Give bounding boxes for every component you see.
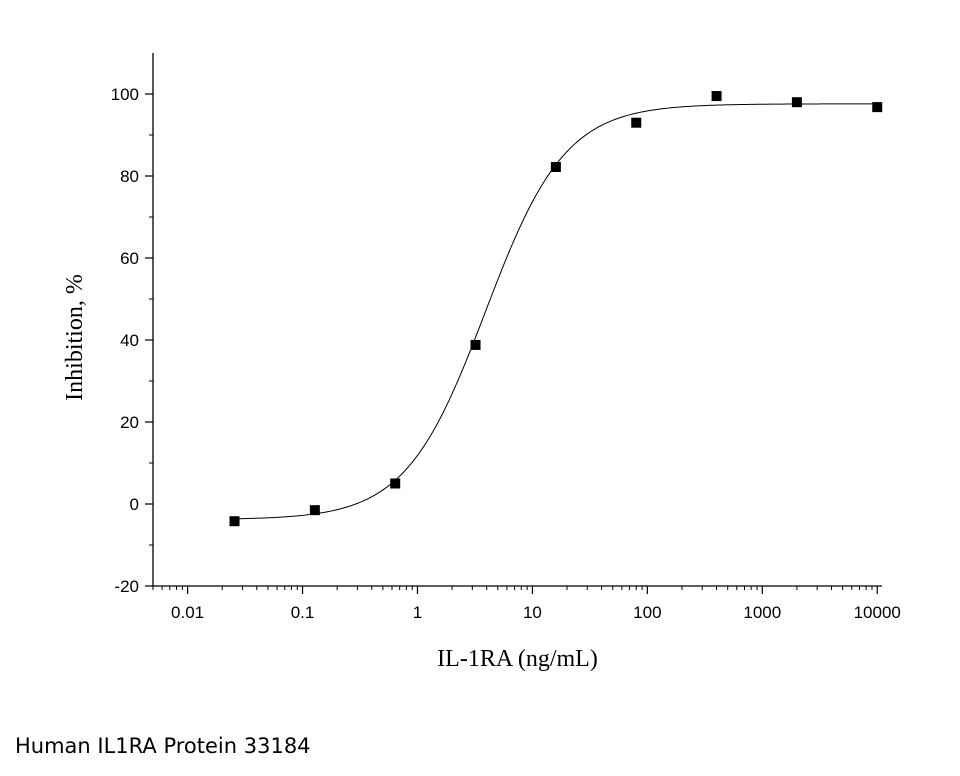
y-tick-label: 100 (111, 85, 139, 104)
y-tick-label: 80 (120, 167, 139, 186)
data-point (711, 91, 722, 102)
y-axis-title: Inhibition, % (62, 274, 88, 401)
x-tick-label: 10 (523, 603, 542, 622)
data-point (631, 117, 642, 128)
data-point (390, 478, 401, 489)
y-tick-label: -20 (114, 577, 139, 596)
data-point (791, 97, 802, 108)
data-point (550, 161, 561, 172)
figure-caption: Human IL1RA Protein 33184 (15, 734, 311, 758)
x-tick-label: 1 (413, 603, 422, 622)
axes (152, 53, 882, 587)
x-tick-label: 0.01 (171, 603, 204, 622)
data-point (229, 516, 240, 527)
x-axis-title: IL-1RA (ng/mL) (437, 646, 598, 672)
x-tick-label: 100 (633, 603, 661, 622)
y-tick-label: 40 (120, 331, 139, 350)
ticks: -20 0 20 40 60 80 100 0.01 0.1 1 10 100 1000 10000 (111, 85, 901, 622)
data-points (229, 91, 883, 527)
y-tick-label: 60 (120, 249, 139, 268)
data-point (470, 339, 481, 350)
data-point (872, 102, 883, 113)
data-point (309, 505, 320, 516)
x-tick-label: 1000 (743, 603, 781, 622)
y-tick-label: 20 (120, 413, 139, 432)
x-tick-label: 10000 (854, 603, 901, 622)
y-tick-label: 0 (130, 495, 139, 514)
x-tick-label: 0.1 (291, 603, 315, 622)
